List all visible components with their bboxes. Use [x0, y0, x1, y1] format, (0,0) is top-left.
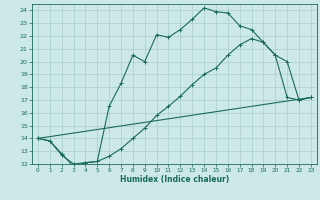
- X-axis label: Humidex (Indice chaleur): Humidex (Indice chaleur): [120, 175, 229, 184]
